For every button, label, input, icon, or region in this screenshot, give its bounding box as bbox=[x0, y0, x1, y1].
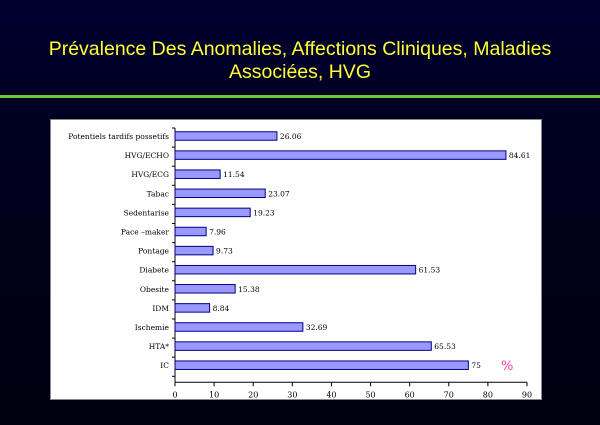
x-tick-label: 80 bbox=[483, 390, 493, 399]
bar bbox=[174, 264, 417, 275]
bar bbox=[174, 284, 236, 294]
bar-value-label: 7.96 bbox=[209, 228, 226, 237]
bar-value-label: 23.07 bbox=[268, 189, 290, 198]
category-label: Pontage bbox=[138, 247, 169, 256]
prevalence-bar-chart: 0 10 20 30 40 50 60 70 80 90 Potentiels tardifs po… bbox=[68, 127, 532, 399]
x-tick-label: 90 bbox=[522, 390, 532, 399]
bar bbox=[174, 188, 266, 199]
bar-value-label: 11.54 bbox=[223, 170, 245, 179]
category-label: Obesite bbox=[140, 285, 170, 294]
bar bbox=[174, 169, 221, 179]
category-label: HVG/ECHO bbox=[125, 151, 169, 160]
category-label: Sedentarise bbox=[124, 208, 170, 217]
category-label: IDM bbox=[152, 304, 169, 313]
category-label: Ischemie bbox=[135, 323, 170, 332]
bar bbox=[174, 303, 211, 313]
bar-value-label: 8.84 bbox=[213, 304, 230, 313]
bar bbox=[174, 207, 251, 218]
category-label: IC bbox=[160, 361, 169, 370]
bar-value-label: 9.73 bbox=[216, 247, 233, 256]
bar bbox=[174, 245, 214, 256]
x-tick-label: 70 bbox=[444, 390, 454, 399]
x-tick-label: 30 bbox=[287, 390, 297, 399]
bar-value-label: 75 bbox=[471, 361, 481, 370]
bar-value-label: 26.06 bbox=[280, 132, 302, 141]
bar bbox=[174, 322, 304, 332]
title-divider bbox=[0, 95, 600, 98]
bar bbox=[174, 226, 207, 237]
category-label: HTA* bbox=[149, 342, 170, 351]
category-label: Diabete bbox=[139, 266, 169, 275]
x-tick-label: 10 bbox=[209, 390, 219, 399]
slide-title-line-1: Prévalence Des Anomalies, Affections Cli… bbox=[48, 38, 552, 60]
category-label: HVG/ECG bbox=[131, 170, 169, 179]
bar bbox=[174, 360, 469, 370]
category-label: Pace –maker bbox=[121, 228, 170, 237]
bar-value-label: 84.61 bbox=[509, 151, 530, 160]
bar-value-label: 61.53 bbox=[419, 266, 441, 275]
slide-title-line-2: Associées, HVG bbox=[229, 61, 371, 83]
bar bbox=[174, 131, 278, 141]
x-tick-label: 40 bbox=[326, 390, 336, 399]
x-tick-label: 50 bbox=[365, 390, 375, 399]
bar-value-label: 65.53 bbox=[434, 342, 456, 351]
slide-title: Prévalence Des Anomalies, Affections Cli… bbox=[0, 38, 600, 84]
bar-value-label: 15.38 bbox=[238, 285, 260, 294]
chart-frame: 0 10 20 30 40 50 60 70 80 90 Potentiels tardifs po… bbox=[50, 119, 542, 400]
x-tick-label: 20 bbox=[248, 390, 258, 399]
percent-annotation: % bbox=[501, 359, 513, 374]
x-tick-label: 0 bbox=[172, 390, 177, 399]
bar-value-label: 32.69 bbox=[306, 323, 328, 332]
bar-value-label: 19.23 bbox=[253, 208, 275, 217]
bar bbox=[174, 341, 432, 351]
x-tick-label: 60 bbox=[405, 390, 415, 399]
category-label: Potentiels tardifs possetifs bbox=[68, 132, 169, 141]
category-label: Tabac bbox=[147, 189, 169, 198]
bar bbox=[174, 150, 507, 160]
